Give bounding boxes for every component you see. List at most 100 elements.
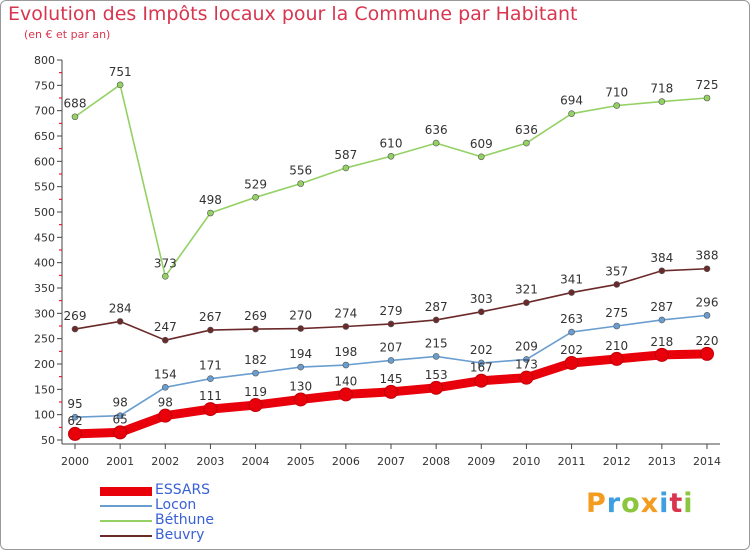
legend-label-beuvry: Beuvry [155, 527, 205, 543]
data-label-locon: 98 [113, 396, 128, 410]
data-point-essars [158, 408, 173, 423]
data-point-essars [384, 384, 398, 399]
data-label-essars: 202 [560, 343, 583, 357]
data-point-beuvry [658, 267, 666, 275]
data-label-beuvry: 341 [560, 273, 583, 287]
data-point-essars [429, 380, 444, 395]
legend-swatch-locon [100, 505, 152, 507]
data-label-b-thune: 636 [425, 123, 448, 137]
data-point-beuvry [613, 281, 621, 288]
data-label-locon: 154 [154, 367, 177, 381]
x-tick-label: 2006 [332, 455, 360, 468]
logo-letter: o [621, 488, 641, 519]
data-label-locon: 95 [67, 397, 82, 411]
x-tick-label: 2002 [151, 455, 179, 468]
data-point-beuvry [71, 325, 79, 333]
logo-letter: i [683, 488, 694, 519]
data-label-b-thune: 725 [696, 78, 719, 92]
y-tick-label: 450 [34, 231, 55, 244]
logo-letter: t [669, 488, 684, 519]
x-tick-label: 2012 [603, 455, 631, 468]
y-tick-label: 750 [34, 79, 55, 92]
data-point-beuvry [523, 299, 530, 306]
data-point-essars [248, 398, 263, 413]
data-label-essars: 167 [470, 361, 493, 375]
data-point-locon [523, 356, 530, 363]
data-label-essars: 130 [289, 379, 312, 393]
x-tick-label: 2005 [287, 455, 315, 468]
data-point-essars [564, 355, 579, 370]
y-tick-label: 250 [34, 333, 55, 346]
legend-label-b-thune: Béthune [155, 512, 214, 528]
data-point-b-thune [523, 139, 530, 147]
x-tick-label: 2011 [558, 455, 586, 468]
data-label-beuvry: 269 [244, 309, 267, 323]
data-label-essars: 218 [650, 335, 673, 349]
data-point-locon [252, 369, 259, 377]
data-point-beuvry [207, 326, 214, 334]
data-label-b-thune: 718 [650, 82, 673, 96]
data-point-b-thune [387, 152, 395, 160]
data-label-locon: 296 [696, 295, 719, 309]
data-label-beuvry: 274 [334, 307, 357, 321]
data-point-essars [654, 347, 669, 362]
data-point-beuvry [477, 308, 485, 316]
data-point-beuvry [342, 323, 350, 330]
data-point-essars [338, 387, 353, 402]
logo-letter: P [586, 488, 607, 519]
data-point-b-thune [342, 164, 350, 172]
data-label-beuvry: 279 [380, 304, 403, 318]
data-point-b-thune [477, 153, 485, 161]
data-label-b-thune: 529 [244, 177, 267, 191]
data-point-locon [432, 353, 440, 360]
data-label-locon: 194 [289, 347, 312, 361]
x-tick-label: 2008 [422, 455, 450, 468]
data-label-beuvry: 384 [650, 251, 673, 265]
data-point-b-thune [252, 194, 259, 201]
data-label-b-thune: 587 [334, 148, 357, 162]
y-tick-label: 300 [34, 307, 55, 320]
y-tick-label: 400 [34, 257, 55, 270]
data-point-locon [387, 357, 395, 364]
y-tick-label: 150 [34, 383, 55, 396]
data-label-b-thune: 694 [560, 94, 583, 108]
x-tick-label: 2004 [242, 455, 270, 468]
data-point-b-thune [613, 102, 621, 109]
chart-subtitle: (en € et par an) [24, 28, 111, 41]
data-label-b-thune: 610 [380, 136, 403, 150]
data-label-essars: 111 [199, 389, 222, 403]
data-point-essars [203, 402, 218, 417]
data-point-essars [519, 370, 534, 385]
data-point-b-thune [658, 98, 666, 105]
data-label-locon: 209 [515, 339, 538, 353]
data-point-essars [700, 346, 714, 361]
data-label-locon: 287 [650, 300, 673, 314]
data-point-locon [342, 361, 350, 369]
y-tick-label: 800 [34, 54, 55, 67]
data-label-essars: 145 [380, 372, 403, 386]
data-point-essars [113, 425, 128, 440]
data-label-essars: 153 [425, 368, 448, 382]
data-point-essars [293, 392, 308, 407]
legend-swatch-b-thune [100, 520, 152, 522]
logo-letter: r [606, 488, 622, 519]
data-point-locon [703, 312, 711, 319]
data-label-beuvry: 303 [470, 292, 493, 306]
data-label-essars: 62 [67, 414, 82, 428]
data-label-essars: 119 [244, 385, 267, 399]
data-label-b-thune: 556 [289, 164, 312, 178]
data-label-locon: 263 [560, 312, 583, 326]
x-tick-label: 2009 [467, 455, 495, 468]
legend-label-essars: ESSARS [155, 482, 211, 498]
data-label-beuvry: 388 [696, 249, 719, 263]
data-point-b-thune [207, 209, 214, 217]
x-tick-label: 2007 [377, 455, 405, 468]
data-label-locon: 171 [199, 359, 222, 373]
data-label-beuvry: 269 [64, 309, 87, 323]
data-label-b-thune: 710 [605, 86, 628, 100]
data-label-beuvry: 247 [154, 320, 177, 334]
data-label-essars: 210 [605, 339, 628, 353]
y-tick-label: 350 [34, 282, 55, 295]
y-tick-label: 700 [34, 105, 55, 118]
